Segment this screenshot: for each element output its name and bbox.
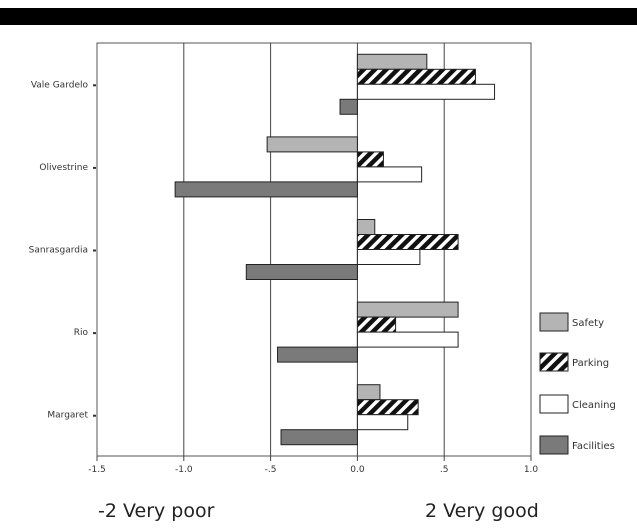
plot-area bbox=[97, 43, 531, 456]
category-label: Vale Gardelo bbox=[31, 80, 89, 90]
bar-cleaning-vale-gardelo bbox=[357, 84, 494, 99]
bar-cleaning-rio bbox=[357, 332, 458, 347]
bar-safety-margaret bbox=[357, 385, 380, 400]
bar-safety-rio bbox=[357, 302, 458, 317]
legend-label-parking: Parking bbox=[572, 358, 609, 369]
bar-safety-vale-gardelo bbox=[357, 54, 426, 69]
scale-min-label: -2 Very poor bbox=[98, 500, 214, 522]
legend-swatch-cleaning bbox=[540, 395, 568, 413]
x-axis-ticks: -1.5 -1.0 -.5 0.0 .5 1.0 bbox=[88, 456, 538, 475]
bar-facilities-olivestrine bbox=[175, 182, 357, 197]
legend-swatch-safety bbox=[540, 313, 568, 331]
bar-safety-olivestrine bbox=[267, 137, 357, 152]
bar-facilities-sanrasgardia bbox=[246, 265, 357, 280]
bar-cleaning-sanrasgardia bbox=[357, 250, 419, 265]
category-label: Margaret bbox=[47, 411, 88, 421]
category-labels: Vale Gardelo Olivestrine Sanrasgardia Rio Ma… bbox=[29, 80, 96, 420]
category-tick bbox=[93, 415, 96, 417]
x-tick-label: -1.5 bbox=[88, 465, 106, 475]
legend-label-facilities: Facilities bbox=[572, 441, 615, 452]
bar-facilities-vale-gardelo bbox=[340, 99, 357, 114]
legend-swatch-parking bbox=[540, 353, 568, 371]
bar-parking-sanrasgardia bbox=[357, 235, 458, 250]
bar-facilities-rio bbox=[278, 347, 358, 362]
bar-parking-margaret bbox=[357, 400, 418, 415]
x-tick-label: -.5 bbox=[265, 465, 277, 475]
bar-cleaning-olivestrine bbox=[357, 167, 421, 182]
bar-parking-vale-gardelo bbox=[357, 69, 475, 84]
legend-label-cleaning: Cleaning bbox=[572, 400, 616, 411]
legend-label-safety: Safety bbox=[572, 318, 604, 329]
bar-parking-olivestrine bbox=[357, 152, 383, 167]
bar-chart: Vale Gardelo Olivestrine Sanrasgardia Rio Ma… bbox=[0, 0, 637, 480]
bar-facilities-margaret bbox=[281, 430, 357, 445]
bar-cleaning-margaret bbox=[357, 415, 407, 430]
scale-max-label: 2 Very good bbox=[425, 500, 539, 522]
x-tick-label: 0.0 bbox=[350, 465, 365, 475]
legend-swatch-facilities bbox=[540, 436, 568, 454]
category-label: Sanrasgardia bbox=[29, 246, 88, 256]
category-tick bbox=[93, 332, 96, 334]
category-tick bbox=[93, 250, 96, 252]
category-tick bbox=[93, 167, 96, 169]
x-tick-label: 1.0 bbox=[524, 465, 539, 475]
category-label: Rio bbox=[74, 328, 89, 338]
category-tick bbox=[93, 84, 96, 86]
x-tick-label: .5 bbox=[440, 465, 449, 475]
legend: Safety Parking Cleaning Facilities bbox=[540, 313, 616, 454]
bar-safety-sanrasgardia bbox=[357, 220, 374, 235]
category-label: Olivestrine bbox=[39, 163, 88, 173]
x-tick-label: -1.0 bbox=[175, 465, 193, 475]
bar-parking-rio bbox=[357, 317, 395, 332]
